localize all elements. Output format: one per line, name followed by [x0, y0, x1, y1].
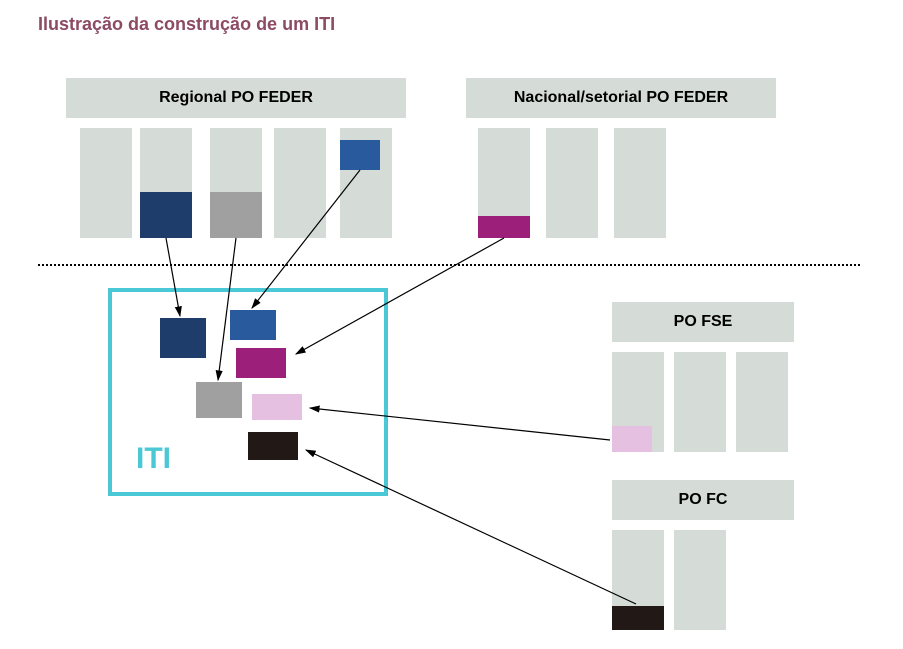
column-regional-0 — [80, 128, 132, 238]
src-magenta — [478, 216, 530, 238]
src-blue-2 — [340, 140, 380, 170]
column-nacional-6 — [546, 128, 598, 238]
header-po-fc: PO FC — [612, 480, 794, 520]
column-po-fse-9 — [674, 352, 726, 452]
column-regional-3 — [274, 128, 326, 238]
iti-magenta — [236, 348, 286, 378]
src-blue-1 — [140, 192, 192, 238]
header-nacional: Nacional/setorial PO FEDER — [466, 78, 776, 118]
header-po-fse: PO FSE — [612, 302, 794, 342]
src-brown — [612, 606, 664, 630]
column-nacional-7 — [614, 128, 666, 238]
diagram-title: Ilustração da construção de um ITI — [38, 14, 335, 35]
iti-brown — [248, 432, 298, 460]
iti-gray — [196, 382, 242, 418]
column-po-fc-12 — [674, 530, 726, 630]
column-po-fse-10 — [736, 352, 788, 452]
iti-blue-1 — [160, 318, 206, 358]
iti-blue-2 — [230, 310, 276, 340]
src-pink — [612, 426, 652, 452]
dotted-divider — [38, 264, 860, 266]
src-gray — [210, 192, 262, 238]
iti-pink — [252, 394, 302, 420]
iti-label: ITI — [136, 442, 171, 476]
header-regional: Regional PO FEDER — [66, 78, 406, 118]
